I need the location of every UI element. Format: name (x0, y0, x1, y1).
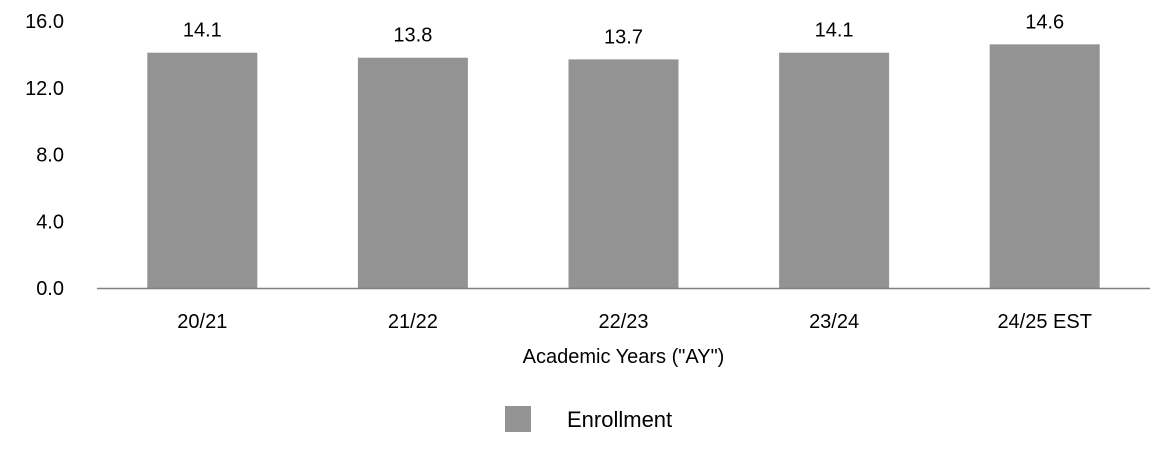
category-labels: 20/21 21/22 22/23 23/24 24/25 EST (177, 311, 1092, 333)
x-tick-label: 20/21 (177, 311, 227, 333)
legend: Enrollment (505, 406, 672, 432)
y-tick-label: 12.0 (25, 78, 64, 100)
data-labels: 14.1 13.8 13.7 14.1 14.6 (183, 11, 1064, 48)
bar (568, 59, 679, 288)
y-axis-ticks: 0.0 4.0 8.0 12.0 16.0 (25, 11, 64, 300)
y-tick-label: 8.0 (36, 145, 64, 167)
data-label: 14.6 (1025, 11, 1064, 33)
y-tick-label: 0.0 (36, 278, 64, 300)
data-label: 14.1 (815, 20, 854, 42)
bar (357, 57, 468, 289)
x-tick-label: 23/24 (809, 311, 859, 333)
data-label: 13.7 (604, 26, 643, 48)
data-label: 13.8 (393, 25, 432, 47)
legend-label: Enrollment (567, 407, 672, 432)
x-tick-label: 21/22 (388, 311, 438, 333)
bar (147, 52, 258, 288)
x-axis-title: Academic Years ("AY") (523, 346, 725, 368)
bar (989, 44, 1100, 288)
y-tick-label: 16.0 (25, 11, 64, 33)
legend-swatch (505, 406, 531, 432)
x-tick-label: 22/23 (598, 311, 648, 333)
x-tick-label: 24/25 EST (997, 311, 1092, 333)
y-tick-label: 4.0 (36, 211, 64, 233)
bars (147, 44, 1100, 289)
bar (779, 52, 890, 288)
data-label: 14.1 (183, 20, 222, 42)
